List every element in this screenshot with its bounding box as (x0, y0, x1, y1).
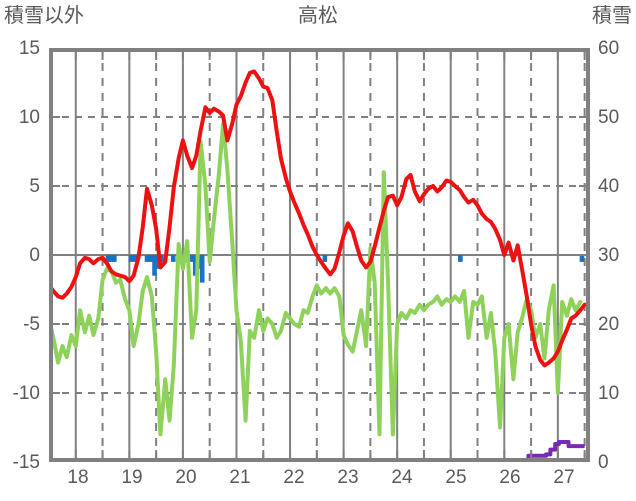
x-axis-tick: 19 (121, 467, 143, 488)
precipitation-bar (170, 255, 176, 262)
y-axis-right-tick: 60 (598, 38, 620, 59)
x-axis-tick: 20 (175, 467, 197, 488)
x-axis-tick: 21 (229, 467, 251, 488)
y-axis-right-tick: 0 (598, 452, 609, 473)
x-axis-tick: 27 (553, 467, 575, 488)
right-axis-caption: 積雪 (592, 5, 632, 27)
precipitation-bar (112, 255, 117, 262)
y-axis-left-tick: -5 (23, 314, 40, 335)
y-axis-right-tick: 20 (598, 314, 620, 335)
precipitation-bar (105, 255, 111, 262)
x-axis-tick: 25 (445, 467, 467, 488)
y-axis-right-tick: 40 (598, 176, 620, 197)
y-axis-left-tick: -15 (12, 452, 40, 473)
y-axis-left-tick: 5 (29, 176, 40, 197)
series-line-temperature (49, 69, 587, 368)
chart-canvas (49, 48, 590, 462)
x-axis-tick: 18 (67, 467, 89, 488)
precipitation-bar (192, 255, 198, 276)
x-axis-tick: 24 (391, 467, 413, 488)
precipitation-bar (132, 255, 138, 262)
series-line-snow-depth (49, 439, 585, 462)
y-axis-left-tick: 15 (18, 38, 40, 59)
plot-frame (49, 48, 590, 462)
precipitation-bar (458, 255, 463, 262)
precipitation-bar (159, 255, 164, 262)
y-axis-right-tick: 50 (598, 107, 620, 128)
precipitation-bar (148, 255, 154, 262)
x-axis-tick: 26 (499, 467, 521, 488)
y-axis-left-tick: 0 (29, 245, 40, 266)
precipitation-bar (199, 255, 205, 283)
y-axis-right-tick: 30 (598, 245, 620, 266)
precipitation-bar (189, 255, 194, 262)
y-axis-left-tick: -10 (12, 383, 40, 404)
precipitation-bar (579, 255, 585, 262)
precipitation-bar (322, 255, 328, 262)
left-axis-caption: 積雪以外 (4, 5, 84, 27)
precipitation-bar (155, 255, 161, 269)
y-axis-right-tick: 10 (598, 383, 620, 404)
y-axis-left-tick: 10 (18, 107, 40, 128)
precipitation-bar (108, 255, 114, 262)
x-axis-tick: 23 (337, 467, 359, 488)
plot-area (49, 48, 590, 462)
precipitation-bar (152, 255, 157, 276)
precipitation-bar (128, 255, 134, 262)
series-line-dewpoint (49, 121, 583, 437)
precipitation-bar (144, 255, 150, 262)
x-axis-tick: 22 (283, 467, 305, 488)
chart-title: 高松 (298, 5, 338, 27)
